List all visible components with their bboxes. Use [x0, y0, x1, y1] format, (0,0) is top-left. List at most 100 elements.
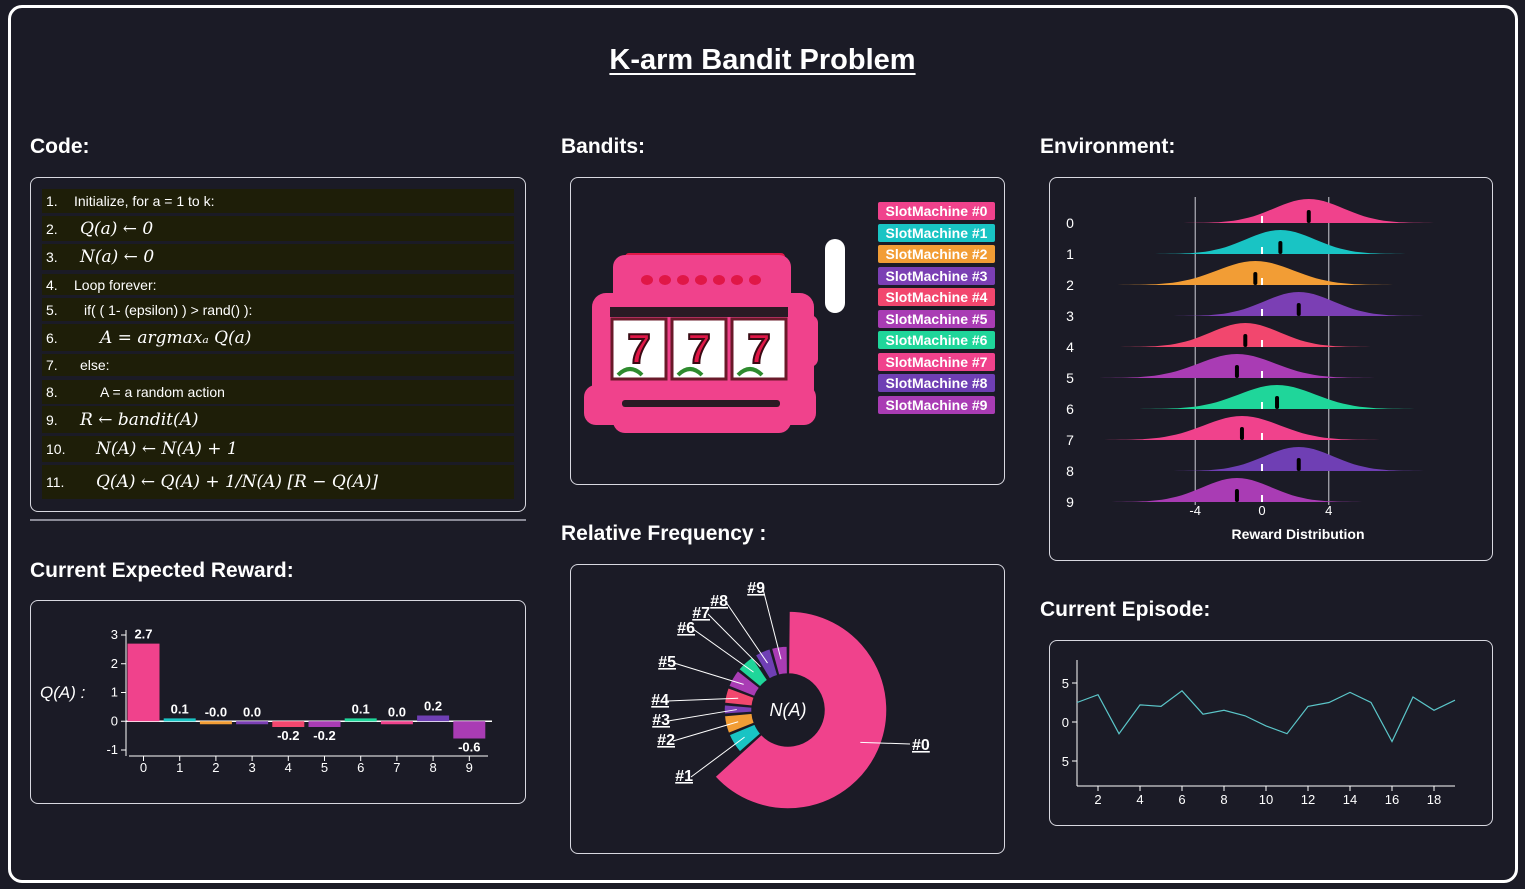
code-line: 11. Q(A) ← Q(A) + 1/N(A) [R − Q(A)] [42, 465, 514, 499]
reward-distribution [1108, 199, 1493, 223]
code-line: 8. A = a random action [42, 380, 514, 404]
slot-machine-legend-item: SlotMachine #5 [878, 309, 995, 328]
code-line-number: 3. [46, 249, 58, 265]
mean-marker [1296, 303, 1301, 316]
x-tick-label: -4 [1189, 503, 1201, 518]
bar-value-label: 0.2 [424, 699, 442, 714]
row-label: 2 [1066, 277, 1074, 293]
x-tick-label: 5 [321, 760, 328, 775]
coin-slot [622, 400, 780, 407]
x-tick-label: 6 [1178, 792, 1185, 807]
pie-leader-line [690, 736, 745, 778]
code-line-text: R ← bandit(A) [80, 409, 199, 430]
x-tick-label: 14 [1343, 792, 1357, 807]
bar [308, 721, 341, 727]
y-tick-label: 1 [111, 685, 118, 700]
pie-slice-label: #3 [652, 712, 670, 729]
pie-leader-line [673, 662, 744, 685]
current-episode-panel [1049, 640, 1493, 826]
pie-slice [713, 610, 888, 810]
slot-machine-legend-item: SlotMachine #2 [878, 245, 995, 263]
y-tick-label: 5 [1062, 754, 1069, 769]
x-tick-label: 4 [1136, 792, 1143, 807]
code-line: 7. else: [42, 354, 514, 376]
divider [30, 519, 526, 521]
slot-machine-legend-item: SlotMachine #1 [878, 223, 995, 242]
code-line-number: 9. [46, 411, 58, 428]
slot-machine-illustration: 7 7 7 [584, 239, 845, 433]
pie-center-label: N(A) [770, 700, 807, 720]
code-line: 5. if( ( 1- (epsilon) ) > rand() ): [42, 298, 514, 321]
x-tick-label: 10 [1259, 792, 1273, 807]
slot-lever [825, 239, 845, 313]
row-label: 9 [1066, 494, 1074, 510]
reward-distribution [1049, 261, 1476, 285]
mean-marker [1278, 241, 1283, 254]
pie-slice-label: #1 [675, 768, 693, 785]
mean-marker [1275, 396, 1280, 409]
mean-marker [1296, 458, 1301, 471]
bar-value-label: 0.0 [388, 704, 406, 719]
row-label: 0 [1066, 215, 1074, 231]
pie-leader-line [672, 721, 739, 742]
slot-machine-legend-item: SlotMachine #8 [878, 374, 995, 392]
reward-distribution [1056, 385, 1493, 409]
code-line-text: N(A) ← N(A) + 1 [96, 439, 238, 459]
bar-value-label: -0.0 [205, 704, 227, 719]
y-tick-label: 0 [1062, 715, 1069, 730]
row-label: 4 [1066, 339, 1074, 355]
expected-reward-section-title: Current Expected Reward: [30, 559, 294, 582]
code-line-text: Q(A) ← Q(A) + 1/N(A) [R − Q(A)] [96, 472, 379, 492]
code-line: 10. N(A) ← N(A) + 1 [42, 436, 514, 462]
code-line-number: 8. [46, 384, 58, 400]
code-line-number: 1. [46, 193, 58, 209]
code-panel [30, 177, 526, 512]
bandits-section-title: Bandits: [561, 135, 645, 158]
bar-value-label: 2.7 [134, 627, 152, 642]
code-line-number: 11. [46, 474, 65, 490]
code-line-text: Loop forever: [74, 276, 157, 293]
current-episode-section-title: Current Episode: [1040, 598, 1211, 621]
pie-leader-line [692, 628, 754, 673]
bar [453, 721, 486, 739]
code-line: 6. A = argmaxₐ Q(a) [42, 324, 514, 351]
slot-machine-legend-item: SlotMachine #3 [878, 266, 995, 285]
bar-value-label: 0.0 [243, 704, 261, 719]
environment-chart: 0 1 2 3 4 5 6 7 8 9 -4 0 4 Reward Distribution [1049, 197, 1493, 542]
episode-line [1076, 689, 1456, 743]
y-axis-label: Q(A) : [40, 683, 86, 702]
row-label: 7 [1066, 432, 1074, 448]
code-line-text: N(a) ← 0 [80, 247, 155, 267]
code-line-number: 10. [46, 441, 66, 457]
row-label: 1 [1066, 246, 1074, 262]
code-line-text: Initialize, for a = 1 to k: [74, 193, 215, 209]
code-section-title: Code: [30, 135, 90, 158]
pie-slice-label: #9 [747, 580, 765, 597]
pie-leader-line [762, 588, 782, 660]
pie-slice-label: #6 [677, 620, 695, 637]
x-tick-label: 9 [466, 760, 473, 775]
code-line-text: else: [80, 357, 110, 373]
reward-distribution [1049, 478, 1438, 502]
pie-leader-line [725, 601, 768, 664]
mean-marker [1234, 489, 1239, 502]
x-tick-label: 1 [176, 760, 183, 775]
slot-reels: 7 7 7 [610, 317, 788, 381]
bar [417, 715, 450, 722]
x-tick-label: 12 [1301, 792, 1315, 807]
y-tick-label: 2 [111, 656, 118, 671]
current-episode-chart: 5 0 5 2 4 6 8 10 12 14 16 18 [1062, 660, 1456, 807]
slot-lights [641, 275, 761, 285]
code-line: 2. Q(a) ← 0 [42, 216, 514, 241]
pie-leader-line [666, 697, 739, 702]
bar [127, 643, 160, 722]
code-line: 4. Loop forever: [42, 274, 514, 295]
reel-symbol-1: 7 [627, 325, 650, 372]
code-line: 1. Initialize, for a = 1 to k: [42, 189, 514, 213]
expected-reward-chart: Q(A) : 3 2 1 0 -1 2.7 0 0.1 1 -0.0 2 0.0 3 -0.2 4 -0.2 5 0… [40, 627, 492, 775]
environment-section-title: Environment: [1040, 135, 1176, 158]
x-tick-label: 4 [1325, 503, 1332, 518]
pie-leader-line [860, 741, 911, 745]
bar-value-label: -0.2 [277, 728, 299, 743]
bar [380, 721, 413, 725]
